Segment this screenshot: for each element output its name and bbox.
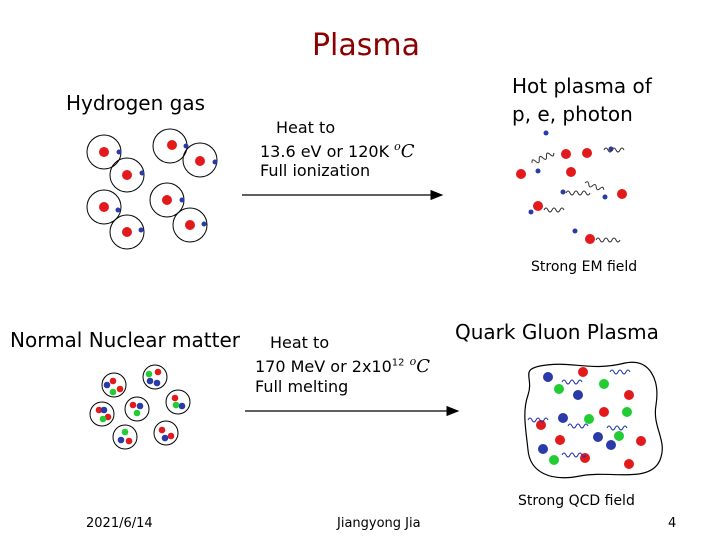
heat1-value: 13.6 eV or 120K bbox=[260, 142, 390, 161]
hydrogen-atom bbox=[86, 189, 122, 225]
footer-page-number: 4 bbox=[668, 516, 677, 531]
qcd-field-caption: Strong QCD field bbox=[518, 493, 635, 509]
hydrogen-atom bbox=[109, 214, 145, 250]
quarks-blue bbox=[100, 377, 186, 444]
hydrogen-atom bbox=[172, 207, 208, 243]
hot-plasma-label-line1: Hot plasma of bbox=[512, 74, 652, 98]
hot-plasma-label-line2: p, e, photon bbox=[512, 102, 633, 126]
nucleons bbox=[89, 364, 191, 450]
hydrogen-gas-label: Hydrogen gas bbox=[66, 91, 205, 115]
gluon-wavy-lines bbox=[527, 369, 631, 458]
qgp-red-quarks bbox=[536, 367, 646, 469]
hydrogen-atoms bbox=[86, 128, 218, 250]
nuclear-matter-label: Normal Nuclear matter bbox=[10, 328, 240, 352]
qgp-label: Quark Gluon Plasma bbox=[455, 320, 659, 344]
hydrogen-protons bbox=[99, 140, 205, 237]
quarks-green bbox=[99, 370, 180, 436]
em-field-caption: Strong EM field bbox=[531, 259, 638, 275]
footer-author: Jiangyong Jia bbox=[337, 516, 421, 531]
heat1-line3: Full ionization bbox=[260, 161, 371, 180]
hydrogen-atom bbox=[182, 142, 218, 178]
heat2-value: 170 MeV or 2x10 bbox=[255, 357, 392, 376]
degree-celsius-symbol-2: oC bbox=[409, 355, 430, 377]
heat1-line2: 13.6 eV or 120K oC bbox=[260, 140, 415, 162]
photon-wavy-lines bbox=[531, 147, 625, 243]
heat2-line1: Heat to bbox=[270, 333, 330, 352]
slide-title: Plasma bbox=[311, 28, 421, 63]
heat2-line3: Full melting bbox=[255, 377, 349, 396]
heat1-line1: Heat to bbox=[276, 118, 336, 137]
qgp-green-quarks bbox=[549, 379, 632, 465]
heat2-line2: 170 MeV or 2x1012 oC bbox=[255, 355, 430, 377]
hydrogen-atom bbox=[109, 157, 145, 193]
heat2-exponent: 12 bbox=[391, 357, 405, 369]
hot-plasma-protons bbox=[516, 148, 627, 244]
qgp-boundary bbox=[524, 361, 663, 479]
hot-plasma-electrons bbox=[528, 130, 614, 234]
footer-date: 2021/6/14 bbox=[86, 516, 153, 531]
degree-celsius-symbol: oC bbox=[394, 140, 415, 162]
quarks-red bbox=[95, 368, 179, 445]
qgp-blue-quarks bbox=[538, 372, 616, 454]
hydrogen-electrons bbox=[115, 143, 218, 233]
